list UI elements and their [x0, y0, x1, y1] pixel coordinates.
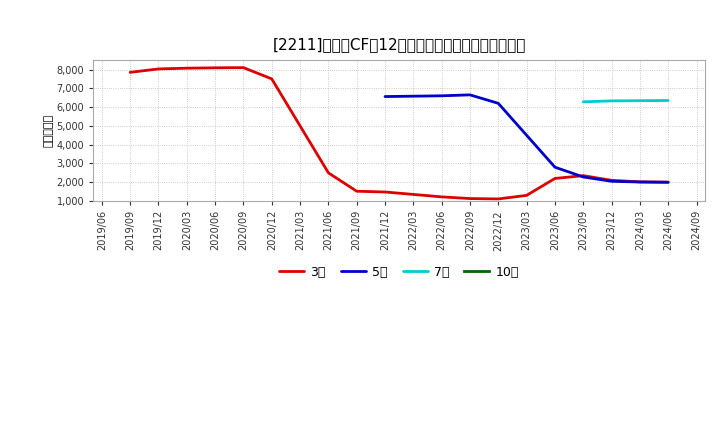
7年 — [636, 98, 644, 103]
5年 — [551, 165, 559, 170]
3年 — [211, 65, 220, 70]
3年 — [182, 66, 191, 71]
3年 — [636, 179, 644, 184]
3年 — [296, 123, 305, 128]
7年 — [664, 98, 672, 103]
3年 — [494, 196, 503, 202]
Line: 3年: 3年 — [130, 68, 668, 199]
Legend: 3年, 5年, 7年, 10年: 3年, 5年, 7年, 10年 — [274, 261, 524, 284]
3年 — [579, 173, 588, 178]
3年 — [126, 70, 135, 75]
5年 — [579, 174, 588, 180]
7年 — [607, 98, 616, 103]
5年 — [466, 92, 474, 98]
3年 — [664, 180, 672, 185]
5年 — [636, 180, 644, 185]
5年 — [607, 179, 616, 184]
3年 — [324, 170, 333, 176]
5年 — [494, 101, 503, 106]
3年 — [239, 65, 248, 70]
5年 — [437, 93, 446, 99]
3年 — [437, 194, 446, 199]
3年 — [409, 192, 418, 197]
3年 — [154, 66, 163, 72]
Title: [2211]　投賄CFの12か月移動合計の標準偶差の推移: [2211] 投賄CFの12か月移動合計の標準偶差の推移 — [272, 37, 526, 52]
3年 — [381, 189, 390, 194]
3年 — [352, 189, 361, 194]
Y-axis label: （百万円）: （百万円） — [44, 114, 54, 147]
5年 — [409, 94, 418, 99]
3年 — [551, 176, 559, 181]
7年 — [579, 99, 588, 104]
5年 — [381, 94, 390, 99]
3年 — [522, 193, 531, 198]
Line: 5年: 5年 — [385, 95, 668, 182]
3年 — [466, 196, 474, 201]
3年 — [267, 76, 276, 81]
Line: 7年: 7年 — [583, 100, 668, 102]
5年 — [664, 180, 672, 185]
5年 — [522, 132, 531, 138]
3年 — [607, 178, 616, 183]
